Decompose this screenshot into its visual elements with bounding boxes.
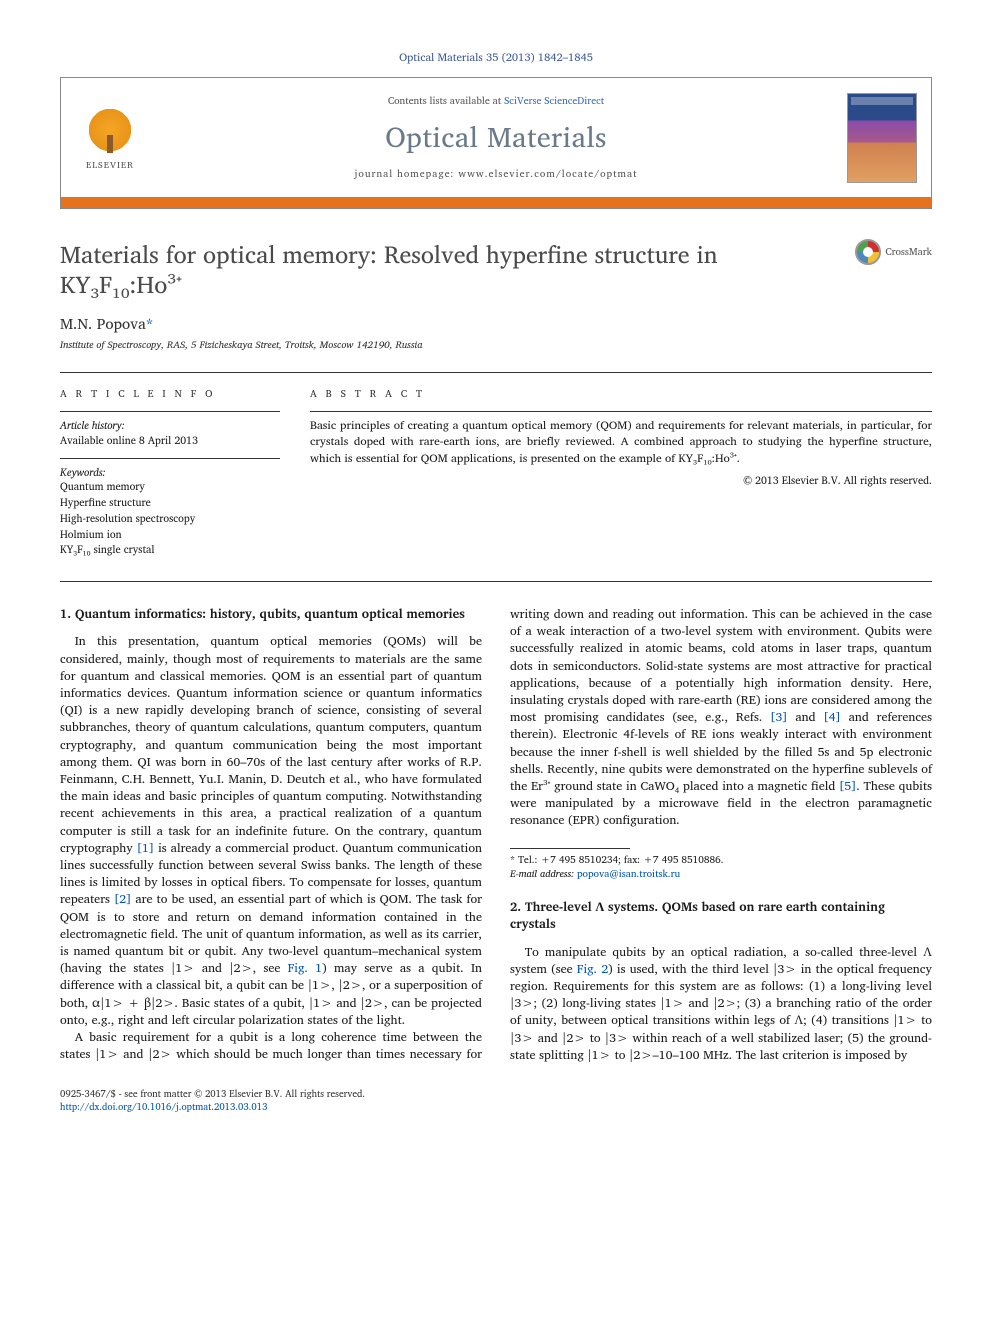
elsevier-logo[interactable]: ELSEVIER	[75, 98, 145, 178]
crossmark-label: CrossMark	[885, 245, 932, 259]
keyword: High-resolution spectroscopy	[60, 511, 280, 526]
body-paragraph: In this presentation, quantum optical me…	[60, 633, 482, 1029]
article-title: Materials for optical memory: Resolved h…	[60, 239, 835, 299]
text-run: In this presentation, quantum optical me…	[60, 631, 482, 857]
journal-cover-thumbnail[interactable]	[847, 93, 917, 183]
authors: M.N. Popova*	[60, 313, 932, 334]
author-email-link[interactable]: popova@isan.troitsk.ru	[577, 866, 680, 882]
header-accent-bar	[60, 197, 932, 209]
body-paragraph: To manipulate qubits by an optical radia…	[510, 944, 932, 1064]
history-date: Available online 8 April 2013	[60, 433, 280, 448]
keywords-block: Keywords: Quantum memory Hyperfine struc…	[60, 458, 280, 557]
footnotes: * Tel.: +7 495 8510234; fax: +7 495 8510…	[510, 853, 932, 881]
doi-link[interactable]: http://dx.doi.org/10.1016/j.optmat.2013.…	[60, 1100, 267, 1115]
article-info-label: A R T I C L E I N F O	[60, 387, 280, 401]
abstract-label: A B S T R A C T	[310, 387, 932, 401]
crossmark-icon	[855, 239, 881, 265]
journal-reference: Optical Materials 35 (2013) 1842–1845	[60, 50, 932, 65]
section-2-heading: 2. Three-level Λ systems. QOMs based on …	[510, 899, 932, 934]
divider	[60, 372, 932, 373]
contents-available: Contents lists available at SciVerse Sci…	[145, 94, 847, 108]
sciencedirect-link[interactable]: SciVerse ScienceDirect	[504, 93, 604, 109]
homepage-url[interactable]: www.elsevier.com/locate/optmat	[458, 166, 637, 182]
email-label: E-mail address:	[510, 866, 574, 882]
corresponding-marker[interactable]: *	[146, 311, 154, 336]
abstract-text: Basic principles of creating a quantum o…	[310, 418, 932, 466]
journal-name: Optical Materials	[145, 118, 847, 157]
elsevier-tree-icon	[85, 105, 135, 155]
journal-homepage: journal homepage: www.elsevier.com/locat…	[145, 167, 847, 181]
divider	[60, 581, 932, 582]
article-body: 1. Quantum informatics: history, qubits,…	[60, 606, 932, 1064]
journal-header: ELSEVIER Contents lists available at Sci…	[60, 77, 932, 197]
footer-copyright: 0925-3467/$ - see front matter © 2013 El…	[60, 1088, 932, 1101]
homepage-prefix: journal homepage:	[354, 166, 458, 182]
footnote-separator	[510, 848, 630, 849]
elsevier-label: ELSEVIER	[86, 159, 134, 172]
affiliation: Institute of Spectroscopy, RAS, 5 Fizich…	[60, 338, 932, 352]
author-name: M.N. Popova	[60, 311, 146, 336]
keyword: Holmium ion	[60, 527, 280, 542]
keyword: Quantum memory	[60, 479, 280, 494]
page-footer: 0925-3467/$ - see front matter © 2013 El…	[60, 1088, 932, 1115]
article-info-column: A R T I C L E I N F O Article history: A…	[60, 387, 280, 567]
abstract-copyright: © 2013 Elsevier B.V. All rights reserved…	[310, 473, 932, 488]
keyword: KY₃F₁₀ single crystal	[60, 542, 280, 557]
abstract-column: A B S T R A C T Basic principles of crea…	[310, 387, 932, 567]
keyword: Hyperfine structure	[60, 495, 280, 510]
section-1-heading: 1. Quantum informatics: history, qubits,…	[60, 606, 482, 624]
crossmark-badge[interactable]: CrossMark	[855, 239, 932, 265]
contents-prefix: Contents lists available at	[388, 93, 504, 109]
article-history: Article history: Available online 8 Apri…	[60, 411, 280, 447]
